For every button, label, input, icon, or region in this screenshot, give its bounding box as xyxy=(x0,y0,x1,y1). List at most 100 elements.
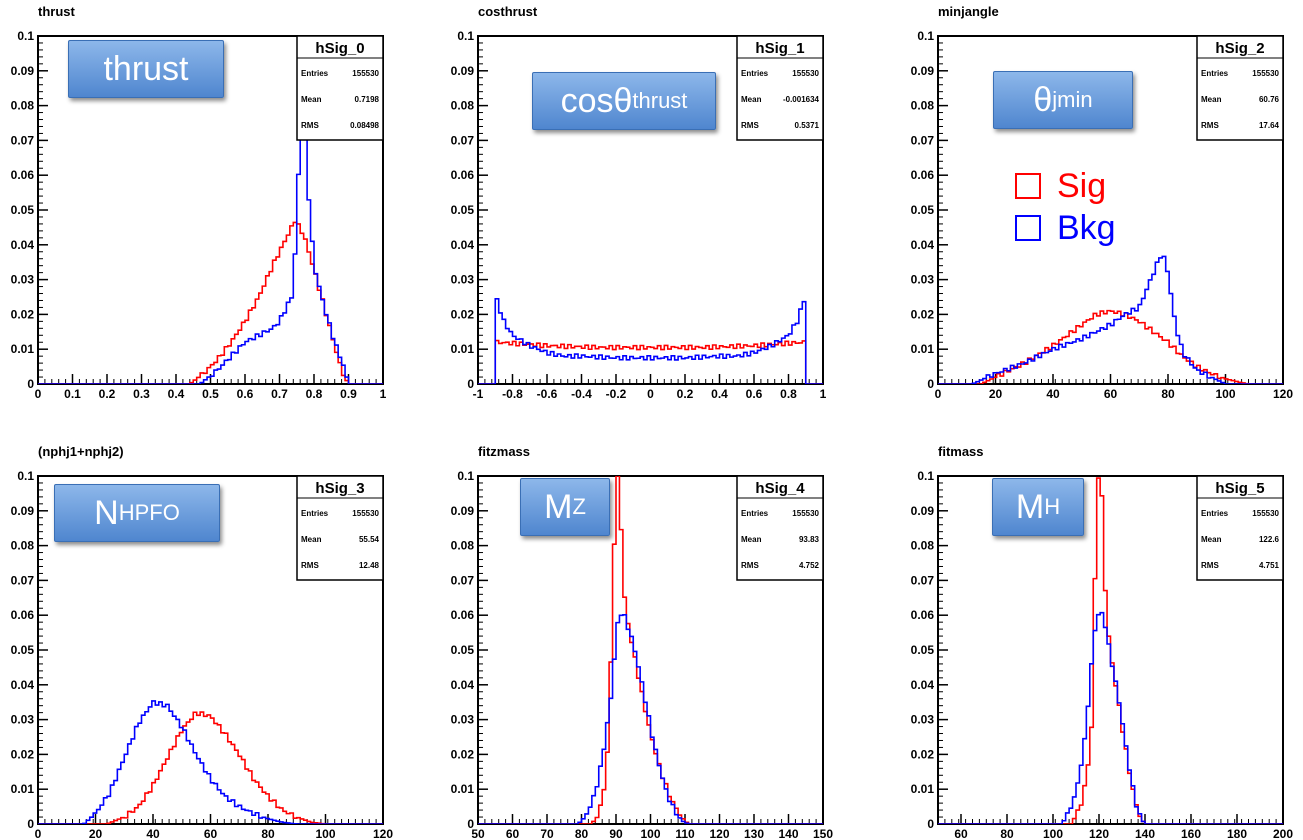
x-tick-label: 80 xyxy=(575,827,589,840)
callout-thrust-main: thrust xyxy=(103,49,189,88)
legend-item-sig: Sig xyxy=(1015,165,1116,207)
stats-value: 93.83 xyxy=(799,535,820,544)
y-tick-label: 0.04 xyxy=(911,238,935,252)
y-tick-label: 0.1 xyxy=(17,29,34,43)
stats-box xyxy=(736,475,824,581)
x-tick-label: 0.3 xyxy=(133,387,150,401)
stats-hist-name: hSig_4 xyxy=(755,480,805,497)
stats-box xyxy=(296,35,384,141)
y-tick-label: 0.08 xyxy=(911,539,935,553)
x-tick-label: 120 xyxy=(373,827,393,840)
stats-hist-name: hSig_2 xyxy=(1215,40,1264,57)
y-tick-label: 0.04 xyxy=(911,678,935,692)
x-tick-label: 100 xyxy=(1043,827,1063,840)
stats-value: 4.752 xyxy=(799,561,820,570)
chart-minjangle: minjangle 0 0.01 0.02 0.03 0.04 0.05 0.06 0.07 0.… xyxy=(911,4,1294,401)
stats-value: 0.7198 xyxy=(355,95,380,104)
callout-costhrust-sub: thrust xyxy=(632,88,688,113)
stats-key: RMS xyxy=(741,561,759,570)
series-bkg-line xyxy=(478,614,823,824)
stats-key: Mean xyxy=(301,535,322,544)
stats-key: RMS xyxy=(741,121,759,130)
x-tick-label: 120 xyxy=(709,827,729,840)
y-tick-label: 0.03 xyxy=(451,273,475,287)
stats-key: RMS xyxy=(301,561,319,570)
y-tick-label: 0.07 xyxy=(11,133,35,147)
y-tick-label: 0.06 xyxy=(911,608,935,622)
stats-value: 155530 xyxy=(1252,69,1279,78)
chart-costhrust: costhrust 0 0.01 0.02 0.03 0.04 0.05 0.06 0.07 0.… xyxy=(451,4,827,401)
series-sig-line xyxy=(478,339,823,384)
y-tick-label: 0.08 xyxy=(451,539,475,553)
x-tick-label: 1 xyxy=(820,387,827,401)
y-tick-label: 0.04 xyxy=(451,238,475,252)
stats-hist-name: hSig_1 xyxy=(755,40,804,57)
y-tick-label: 0.09 xyxy=(451,504,475,518)
x-tick-label: 100 xyxy=(640,827,660,840)
x-tick-label: 0.4 xyxy=(168,387,185,401)
panel-costhrust: costhrust 0 0.01 0.02 0.03 0.04 0.05 0.06 0.07 0.… xyxy=(440,0,827,401)
x-tick-label: 0 xyxy=(647,387,654,401)
x-tick-label: 160 xyxy=(1181,827,1201,840)
stats-value: 155530 xyxy=(352,509,379,518)
stats-key: Entries xyxy=(1201,69,1229,78)
x-tick-label: 0 xyxy=(35,387,42,401)
y-tick-label: 0.1 xyxy=(457,469,474,483)
y-tick-label: 0.06 xyxy=(451,168,475,182)
x-tick-label: 80 xyxy=(1000,827,1014,840)
callout-fitmass-main: M xyxy=(1015,487,1045,526)
panel-title: (nphj1+nphj2) xyxy=(38,444,124,459)
y-tick-label: 0.09 xyxy=(911,64,935,78)
y-tick-label: 0.08 xyxy=(11,99,35,113)
y-tick-label: 0.1 xyxy=(457,29,474,43)
callout-thrust: thrust xyxy=(68,40,224,98)
x-tick-label: -0.2 xyxy=(606,387,627,401)
y-tick-label: 0.02 xyxy=(451,307,475,321)
x-tick-label: 0.5 xyxy=(202,387,219,401)
y-tick-label: 0.02 xyxy=(911,307,935,321)
x-tick-label: 140 xyxy=(1135,827,1155,840)
y-tick-label: 0.01 xyxy=(451,782,475,796)
x-tick-label: 120 xyxy=(1273,387,1293,401)
x-tick-label: 200 xyxy=(1273,827,1293,840)
x-tick-label: -1 xyxy=(473,387,484,401)
y-tick-label: 0.05 xyxy=(451,643,475,657)
y-tick-label: 0.01 xyxy=(11,342,35,356)
stats-hist-name: hSig_3 xyxy=(315,480,364,497)
y-tick-label: 0.03 xyxy=(11,273,35,287)
legend-swatch-sig xyxy=(1015,173,1041,199)
stats-value: 17.64 xyxy=(1259,121,1280,130)
y-tick-label: 0.05 xyxy=(11,643,35,657)
x-tick-label: 140 xyxy=(778,827,798,840)
panel-fitmass: fitmass 0 0.01 0.02 0.03 0.04 0.05 0.06 0.07 0.08… xyxy=(900,440,1294,840)
series-sig-line xyxy=(478,476,823,824)
y-tick-label: 0.06 xyxy=(911,168,935,182)
series-bkg-line xyxy=(38,36,383,384)
y-tick-label: 0.1 xyxy=(917,29,934,43)
panel-fitzmass: fitzmass 0 0.01 0.02 0.03 0.04 0.05 0.06 0.07 0.0… xyxy=(440,440,834,840)
y-tick-label: 0 xyxy=(27,377,34,391)
x-tick-label: -0.8 xyxy=(502,387,523,401)
y-tick-label: 0.07 xyxy=(11,573,35,587)
callout-minjangle: θ jmin xyxy=(993,71,1133,129)
stats-box xyxy=(296,475,384,581)
panel-title: fitzmass xyxy=(478,444,530,459)
x-tick-label: 60 xyxy=(954,827,968,840)
chart-nphj: (nphj1+nphj2) 0 0.01 0.02 0.03 0.04 0.05 0.06 0.… xyxy=(11,444,394,840)
y-tick-label: 0.07 xyxy=(911,133,935,147)
stats-key: RMS xyxy=(1201,121,1219,130)
panel-thrust: thrust 0 0.01 0.02 0.03 0.04 0.05 0.06 0.07 0.08 0… xyxy=(0,0,387,401)
stats-key: Entries xyxy=(741,69,769,78)
y-tick-label: 0 xyxy=(927,377,934,391)
y-tick-label: 0.08 xyxy=(911,99,935,113)
legend-label-sig: Sig xyxy=(1057,167,1107,205)
y-tick-label: 0.05 xyxy=(451,203,475,217)
x-tick-label: 110 xyxy=(675,827,695,840)
series-sig-line xyxy=(38,221,383,384)
x-tick-label: 0.8 xyxy=(306,387,323,401)
panel-title: thrust xyxy=(38,4,76,19)
y-tick-label: 0.03 xyxy=(11,713,35,727)
y-tick-label: 0.04 xyxy=(11,678,35,692)
callout-fitzmass-sub: Z xyxy=(572,494,586,519)
